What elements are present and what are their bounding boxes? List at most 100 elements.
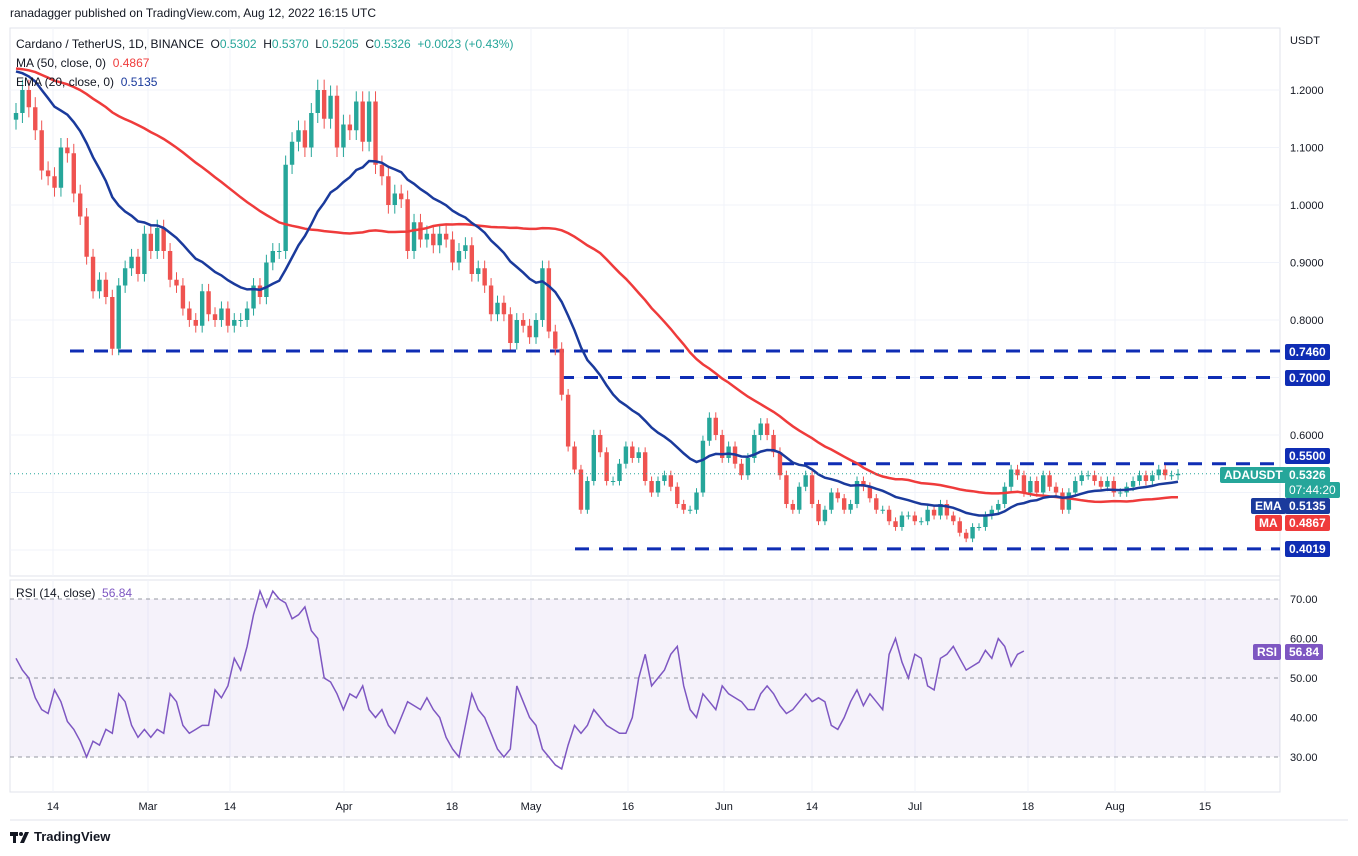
ema-name-tag: EMA xyxy=(1251,498,1286,514)
candle-body xyxy=(630,446,635,458)
candle-body xyxy=(1053,486,1059,493)
symbol-tag: ADAUSDT xyxy=(1220,467,1287,483)
candle-body xyxy=(411,222,417,251)
ema-legend-row[interactable]: EMA (20, close, 0) 0.5135 xyxy=(16,73,513,92)
candle-body xyxy=(906,515,911,517)
candle-body xyxy=(309,113,314,148)
rsi-tick-label: 50.00 xyxy=(1290,673,1318,685)
candle-body xyxy=(931,509,937,516)
candle-body xyxy=(540,268,545,320)
candle-body xyxy=(1156,469,1161,476)
candle-body xyxy=(155,228,160,251)
candle-body xyxy=(65,147,70,154)
candle-body xyxy=(264,262,269,297)
time-tick-label: Jun xyxy=(715,801,733,813)
candle-body xyxy=(78,193,83,217)
candle-body xyxy=(642,452,648,481)
low-value: 0.5205 xyxy=(321,37,359,51)
candle-body xyxy=(501,302,507,315)
rsi-line xyxy=(15,588,1025,771)
candle-body xyxy=(957,521,962,533)
candle-body xyxy=(527,325,532,338)
price-tick-label: 1.1000 xyxy=(1290,143,1324,155)
time-tick-label: 15 xyxy=(1199,801,1211,813)
candle-body xyxy=(565,394,571,447)
candle-body xyxy=(225,308,231,326)
candle-body xyxy=(784,475,789,504)
candle-body xyxy=(848,504,853,510)
rsi-legend[interactable]: RSI (14, close) 56.84 xyxy=(16,586,132,600)
candle-body xyxy=(488,285,494,315)
candle-body xyxy=(777,452,783,476)
candle-body xyxy=(33,107,38,131)
candle-body xyxy=(854,481,860,504)
currency-label: USDT xyxy=(1290,35,1320,47)
candle-body xyxy=(514,320,519,343)
candle-body xyxy=(1162,469,1168,476)
symbol-name[interactable]: Cardano / TetherUS, 1D, BINANCE xyxy=(16,37,204,51)
candle-body xyxy=(174,279,179,286)
ma-legend-row[interactable]: MA (50, close, 0) 0.4867 xyxy=(16,54,513,73)
candle-body xyxy=(919,521,924,523)
candle-body xyxy=(135,256,141,274)
candle-body xyxy=(758,423,763,435)
candle-body xyxy=(822,509,828,522)
candle-body xyxy=(861,481,866,487)
candle-body xyxy=(912,515,917,522)
candle-body xyxy=(1047,475,1052,487)
time-tick-label: Mar xyxy=(139,801,158,813)
candle-body xyxy=(193,320,198,326)
candle-body xyxy=(707,417,712,441)
candle-body xyxy=(116,285,121,349)
candle-body xyxy=(944,504,950,516)
candle-body xyxy=(122,268,128,286)
candle-body xyxy=(835,492,840,499)
change-value: +0.0023 (+0.43%) xyxy=(417,37,514,51)
candle-body xyxy=(925,509,930,522)
candle-body xyxy=(508,314,513,343)
candle-body xyxy=(212,314,218,320)
candle-body xyxy=(289,141,295,165)
candle-body xyxy=(1060,492,1065,510)
candle-body xyxy=(232,320,237,326)
candle-body xyxy=(450,239,455,263)
candle-body xyxy=(148,233,154,251)
candle-body xyxy=(129,256,134,269)
candle-body xyxy=(1002,486,1007,504)
candle-body xyxy=(726,446,731,458)
rsi-tick-label: 40.00 xyxy=(1290,713,1318,725)
level-tag-055: 0.5500 xyxy=(1285,448,1330,464)
candle-body xyxy=(1079,475,1084,481)
candle-body xyxy=(533,320,539,338)
candle-body xyxy=(816,504,821,522)
tradingview-footer[interactable]: TradingView xyxy=(10,829,110,844)
close-value: 0.5326 xyxy=(374,37,411,51)
rsi-tick-label: 60.00 xyxy=(1290,634,1318,646)
candle-body xyxy=(1105,481,1110,487)
grid xyxy=(10,28,1280,792)
candle-body xyxy=(1015,469,1020,476)
candle-body xyxy=(572,446,577,470)
candle-body xyxy=(90,256,96,292)
candle-body xyxy=(1041,475,1046,493)
candle-body xyxy=(938,504,943,516)
candle-body xyxy=(13,113,19,120)
high-label: H xyxy=(263,37,272,51)
candle-body xyxy=(469,245,475,274)
candle-body xyxy=(585,481,590,510)
candle-body xyxy=(84,216,89,257)
candle-body xyxy=(437,233,442,246)
candle-body xyxy=(52,176,57,188)
candle-body xyxy=(58,147,64,188)
candle-body xyxy=(199,291,205,326)
candle-body xyxy=(206,291,211,315)
candle-body xyxy=(553,331,558,349)
rsi-legend-value: 56.84 xyxy=(102,586,133,600)
candle-body xyxy=(180,285,186,309)
candle-body xyxy=(893,521,898,527)
candle-body xyxy=(1137,475,1142,481)
candle-body xyxy=(302,130,308,148)
candle-body xyxy=(244,308,250,320)
candle-body xyxy=(720,435,725,458)
